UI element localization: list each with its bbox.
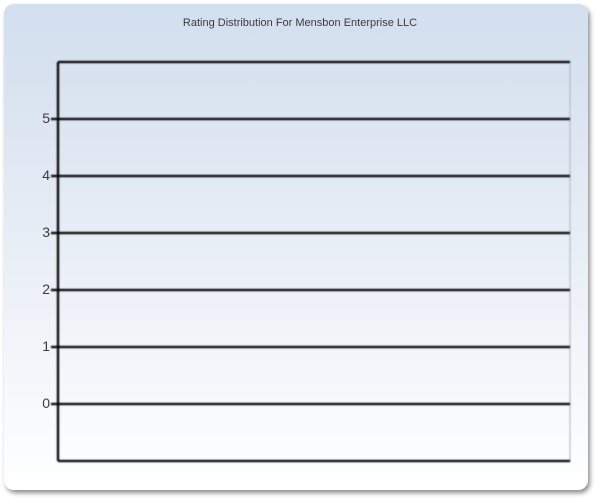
- svg-text:1: 1: [42, 338, 50, 354]
- svg-text:2: 2: [42, 281, 50, 297]
- svg-text:3: 3: [42, 224, 50, 240]
- svg-text:4: 4: [42, 167, 50, 183]
- svg-text:5: 5: [42, 110, 50, 126]
- svg-text:0: 0: [42, 395, 50, 411]
